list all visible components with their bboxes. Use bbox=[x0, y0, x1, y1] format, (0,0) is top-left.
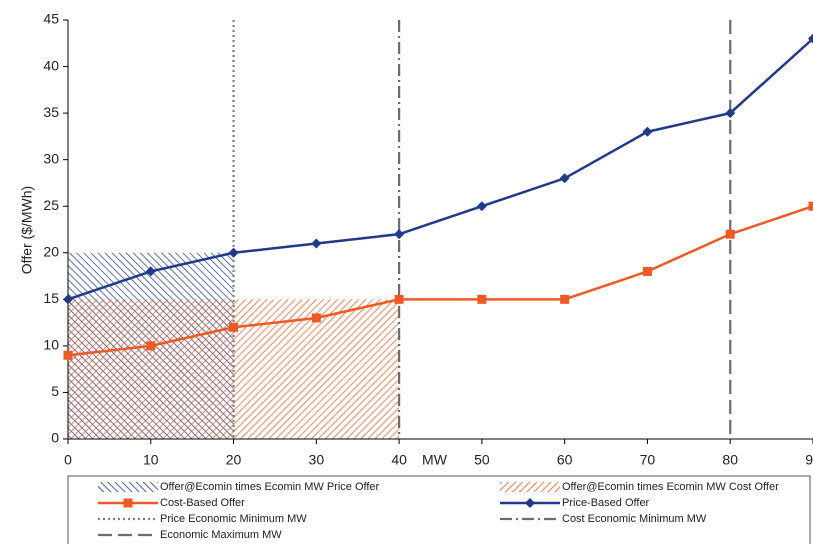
x-tick-label: 70 bbox=[640, 452, 656, 468]
x-tick-label: 20 bbox=[226, 452, 242, 468]
legend-label: Price-Based Offer bbox=[562, 497, 650, 509]
data-point bbox=[229, 322, 239, 332]
data-point bbox=[394, 294, 404, 304]
y-tick-label: 5 bbox=[51, 383, 59, 399]
data-point bbox=[725, 108, 736, 119]
y-axis-label: Offer ($/MWh) bbox=[19, 186, 35, 274]
legend-label: Cost Economic Minimum MW bbox=[562, 513, 707, 525]
legend-marker bbox=[123, 498, 133, 508]
x-tick-label: 90 bbox=[805, 452, 813, 468]
data-point bbox=[476, 201, 487, 212]
data-point bbox=[394, 229, 405, 240]
y-tick-label: 45 bbox=[43, 11, 59, 27]
data-point bbox=[560, 294, 570, 304]
x-tick-label: 10 bbox=[143, 452, 159, 468]
data-point bbox=[808, 33, 813, 44]
y-tick-label: 30 bbox=[43, 150, 59, 166]
data-point bbox=[63, 350, 73, 360]
data-point bbox=[559, 173, 570, 184]
data-point bbox=[808, 201, 813, 211]
data-point bbox=[642, 266, 652, 276]
series-line bbox=[67, 205, 813, 357]
y-tick-label: 0 bbox=[51, 430, 59, 446]
x-tick-label: 80 bbox=[722, 452, 738, 468]
data-point bbox=[63, 294, 73, 305]
legend-box bbox=[67, 475, 811, 544]
legend-swatch bbox=[500, 482, 560, 492]
legend-swatch bbox=[98, 482, 158, 492]
x-tick-label: 30 bbox=[309, 452, 325, 468]
data-point bbox=[146, 341, 156, 351]
series-line bbox=[67, 37, 813, 301]
legend-label: Economic Maximum MW bbox=[160, 529, 282, 541]
legend-marker bbox=[525, 498, 535, 508]
data-point bbox=[228, 247, 239, 258]
legend-label: Price Economic Minimum MW bbox=[160, 513, 307, 525]
x-tick-label: 0 bbox=[64, 452, 72, 468]
y-tick-label: 40 bbox=[43, 57, 59, 73]
data-point bbox=[311, 313, 321, 323]
legend-label: Offer@Ecomin times Ecomin MW Cost Offer bbox=[562, 481, 779, 493]
legend-label: Offer@Ecomin times Ecomin MW Price Offer bbox=[160, 481, 380, 493]
x-tick-label: 50 bbox=[474, 452, 490, 468]
y-tick-label: 10 bbox=[43, 337, 59, 353]
legend: Offer@Ecomin times Ecomin MW Price Offer… bbox=[67, 475, 811, 544]
y-tick-label: 25 bbox=[43, 197, 59, 213]
legend-label: Cost-Based Offer bbox=[160, 497, 245, 509]
data-point bbox=[725, 229, 735, 239]
data-point bbox=[311, 238, 322, 249]
x-axis-label: MW bbox=[422, 452, 448, 468]
y-tick-label: 35 bbox=[43, 104, 59, 120]
data-point bbox=[642, 126, 653, 137]
y-tick-label: 20 bbox=[43, 243, 59, 259]
data-point bbox=[477, 294, 487, 304]
y-tick-label: 15 bbox=[43, 290, 59, 306]
x-tick-label: 40 bbox=[391, 452, 407, 468]
data-point bbox=[145, 266, 156, 277]
x-tick-label: 60 bbox=[557, 452, 573, 468]
